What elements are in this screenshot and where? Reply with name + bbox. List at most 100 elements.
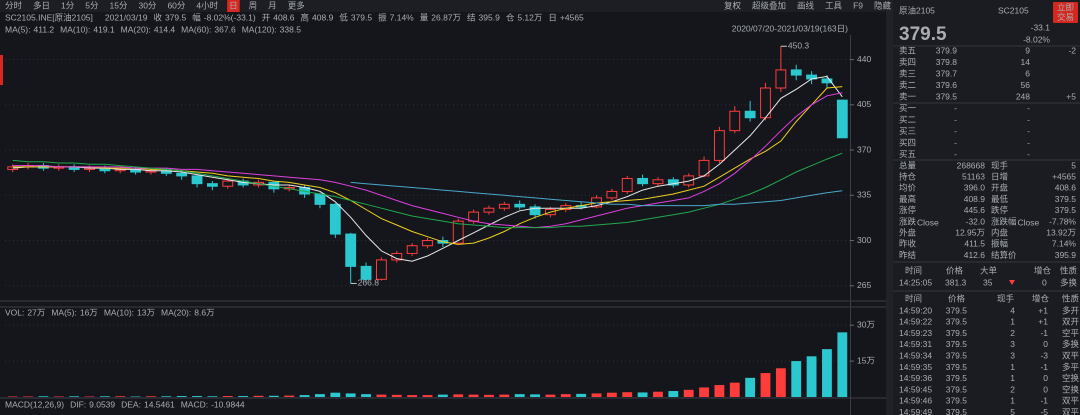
table-header: 时间 <box>905 265 922 275</box>
y-tick-label: 15万 <box>857 355 875 365</box>
volume-bar <box>560 394 571 397</box>
table-header: 价格 <box>946 265 964 275</box>
tick-cell: 14:59:22 <box>899 317 932 327</box>
tick-cell: 0 <box>1043 384 1048 394</box>
candle-body <box>621 177 633 192</box>
volume-bar <box>361 394 371 397</box>
active-tab <box>227 0 240 12</box>
volume-bar <box>837 332 848 397</box>
stat-note: Close <box>917 217 939 227</box>
legend-value: -10.9844 <box>211 399 245 409</box>
tool-button[interactable]: 隐藏 <box>874 0 892 10</box>
volume-bar <box>806 356 817 397</box>
tick-cell: 14:59:49 <box>899 407 932 415</box>
period-tab[interactable]: 分时 <box>5 0 23 10</box>
table-header: 增仓 <box>1032 293 1050 303</box>
volume-bar <box>161 396 172 397</box>
legend-value: 27万 <box>27 307 45 317</box>
candle-body <box>391 252 403 261</box>
volume-bar <box>376 394 387 397</box>
stat-value: 411.5 <box>964 239 985 249</box>
volume-bar <box>422 395 433 397</box>
last-trade-cell: 14:25:05 <box>899 277 932 287</box>
volume-bar <box>23 396 33 398</box>
tool-button[interactable]: 超级叠加 <box>752 0 786 10</box>
candle-body <box>360 265 372 280</box>
stat-note: Close <box>1018 217 1040 227</box>
instrument-code: SC2105 <box>998 5 1029 15</box>
period-tab[interactable]: 日 <box>229 0 238 10</box>
candle-body <box>790 69 802 76</box>
legend-name: MA(20): <box>161 307 191 317</box>
period-tab[interactable]: 1分 <box>61 0 75 10</box>
trade-button-label[interactable]: 立即 <box>1057 2 1074 12</box>
volume-bar <box>146 396 156 397</box>
period-tab[interactable]: 多日 <box>33 0 50 10</box>
tick-cell: 2 <box>1010 328 1015 338</box>
candle-body <box>206 183 218 187</box>
tick-cell: 空换 <box>1062 384 1080 394</box>
tick-cell: 379.5 <box>946 305 968 315</box>
volume-bar <box>176 396 187 397</box>
last-trade-cell: 35 <box>983 277 993 287</box>
period-tab[interactable]: 60分 <box>167 0 185 10</box>
tool-button[interactable]: 工具 <box>825 0 843 10</box>
volume-bar <box>299 395 310 397</box>
stat-value: 408.9 <box>964 194 986 204</box>
stat-label: 涨跌 <box>899 216 917 226</box>
volume-bar <box>729 382 740 397</box>
book-volume: - <box>1027 149 1030 159</box>
stat-value: -7.78% <box>1049 216 1076 226</box>
tool-button[interactable]: 复权 <box>724 0 742 10</box>
period-tab[interactable]: 更多 <box>288 0 306 10</box>
volume-bar <box>637 392 648 397</box>
tick-cell: 1 <box>1010 373 1015 383</box>
trade-button[interactable] <box>1053 2 1078 23</box>
tick-cell: 14:59:31 <box>899 339 932 349</box>
period-tab[interactable]: 5分 <box>85 0 99 10</box>
book-label: 卖五 <box>899 45 917 55</box>
period-tab[interactable]: 4小时 <box>196 0 218 10</box>
stat-label: 涨跌幅 <box>991 216 1017 226</box>
table-header: 现手 <box>997 293 1015 303</box>
volume-bar <box>822 349 832 397</box>
volume-bar <box>268 395 279 397</box>
candle-body <box>775 69 787 89</box>
quote-value: 7.14% <box>390 12 415 22</box>
y-tick-label: 300 <box>857 235 871 245</box>
volume-bar <box>315 394 325 397</box>
book-label: 买二 <box>899 114 917 124</box>
book-price: 379.6 <box>936 80 958 90</box>
period-tab[interactable]: 周 <box>249 0 258 10</box>
tick-cell: 379.5 <box>946 407 968 415</box>
book-label: 卖二 <box>899 80 917 90</box>
volume-bar <box>775 368 786 397</box>
big-order-arrow <box>1009 280 1015 285</box>
period-tab[interactable]: 15分 <box>110 0 128 10</box>
book-volume: 6 <box>1025 68 1030 78</box>
candle-body <box>406 245 418 254</box>
volume-bar <box>84 396 95 398</box>
stat-label: 最低 <box>991 194 1009 204</box>
tick-cell: 379.5 <box>946 384 968 394</box>
last-trade-cell: 多换 <box>1060 277 1078 287</box>
book-volume: 14 <box>1021 57 1031 67</box>
edge-marker <box>0 55 3 85</box>
tick-cell: 多平 <box>1062 362 1080 372</box>
volume-bar <box>514 394 525 397</box>
candle-body <box>713 130 725 161</box>
trade-button-label[interactable]: 交易 <box>1057 12 1074 22</box>
volume-bar <box>207 396 218 397</box>
stat-label: 现手 <box>991 160 1009 170</box>
volume-bar <box>330 392 341 397</box>
instrument-name: 原油2105 <box>899 5 935 15</box>
book-price: 379.7 <box>936 68 958 78</box>
tool-button[interactable]: F9 <box>853 0 863 10</box>
tool-button[interactable]: 画线 <box>797 0 815 10</box>
period-tab[interactable]: 月 <box>268 0 277 10</box>
legend-value: 14.5461 <box>144 399 175 409</box>
period-tab[interactable]: 30分 <box>138 0 156 10</box>
candle-body <box>422 240 433 247</box>
tick-cell: 379.5 <box>946 339 968 349</box>
